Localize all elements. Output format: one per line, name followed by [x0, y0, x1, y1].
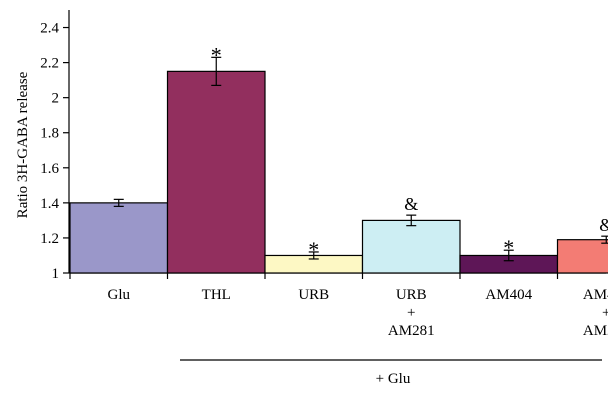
bars: [70, 71, 608, 273]
y-tick-label: 2.4: [40, 21, 59, 37]
significance-marker: *: [211, 42, 222, 67]
y-tick-label: 1.8: [40, 126, 59, 142]
significance-marker: *: [503, 235, 514, 260]
x-tick-label: URB: [396, 287, 427, 303]
x-tick-label: +: [407, 305, 415, 321]
x-tick-label: AM404: [485, 287, 532, 303]
y-tick-label: 1.6: [40, 161, 59, 177]
x-tick-label: AM404: [583, 287, 608, 303]
x-tick-label: Glu: [108, 287, 131, 303]
y-tick-label: 2: [52, 91, 60, 107]
significance-marker: &: [404, 194, 418, 214]
bar: [363, 220, 461, 273]
group-label: + Glu: [376, 371, 411, 387]
y-tick-label: 1.2: [40, 231, 59, 247]
bar: [70, 203, 168, 273]
x-tick-label: AM281: [583, 323, 608, 339]
bar: [558, 240, 608, 273]
x-tick-label: AM281: [388, 323, 435, 339]
y-tick-label: 1: [52, 266, 60, 282]
x-tick-label: +: [602, 305, 608, 321]
y-tick-label: 1.4: [40, 196, 59, 212]
significance-marker: &: [599, 215, 608, 235]
axes: 1 1.2 1.4 1.6 1.8 2 2.2 2.4: [40, 10, 608, 360]
significance-marker: *: [308, 237, 319, 262]
bar: [168, 71, 266, 273]
y-tick-label: 2.2: [40, 56, 59, 72]
x-tick-label: URB: [298, 287, 329, 303]
x-tick-label: THL: [202, 287, 231, 303]
y-axis-label: Ratio 3H-GABA release: [15, 71, 31, 218]
